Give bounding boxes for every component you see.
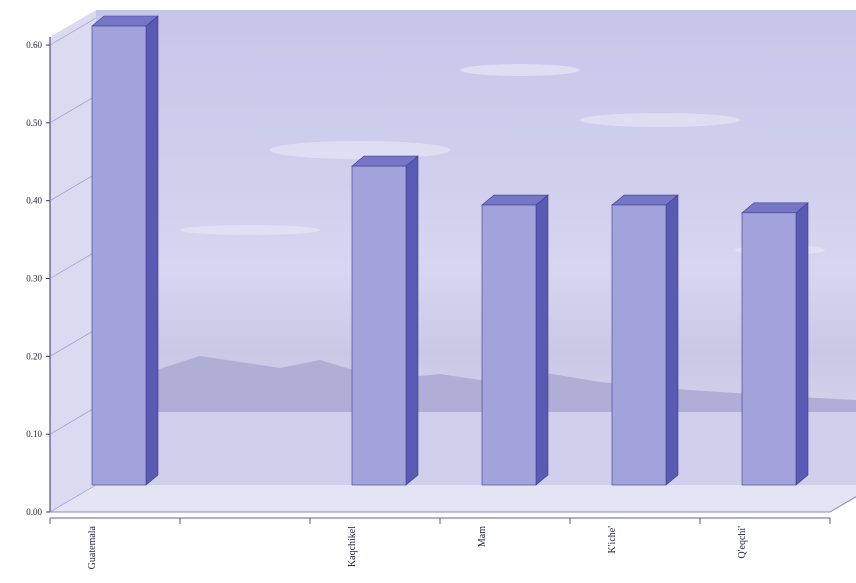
- x-category-label: Guatemala: [87, 525, 98, 569]
- y-depth-line: [49, 329, 97, 357]
- bar-side: [665, 194, 679, 486]
- y-tick-label: 0.00: [26, 507, 42, 517]
- bar: [611, 194, 679, 486]
- floor: [50, 485, 856, 512]
- bar-side: [145, 15, 159, 486]
- side-wall: [50, 10, 96, 512]
- bar-side: [795, 202, 809, 486]
- y-depth-line: [49, 251, 97, 279]
- y-tick-label: 0.30: [26, 274, 42, 284]
- x-axis: Guatemala Kaqchikel Mam K'iche' Q'eqchi': [49, 517, 831, 569]
- bar-top: [351, 155, 419, 167]
- chart-background: [50, 10, 856, 513]
- cloud: [580, 113, 740, 127]
- y-depth-line: [49, 406, 97, 435]
- y-depth-line: [49, 95, 97, 124]
- bar: [741, 202, 809, 486]
- y-tick-label: 0.40: [26, 196, 42, 206]
- bars: [91, 15, 809, 486]
- y-tick-label: 0.10: [26, 429, 42, 439]
- bar-top: [481, 194, 549, 206]
- y-tick-label: 0.20: [26, 351, 42, 361]
- cloud: [460, 64, 580, 76]
- y-depth-line: [49, 17, 97, 46]
- bar-top: [611, 194, 679, 206]
- water: [96, 412, 856, 485]
- y-depth-line: [49, 484, 97, 513]
- x-category-label: Mam: [477, 526, 488, 547]
- bar-side: [405, 155, 419, 486]
- bar-side: [535, 194, 549, 486]
- bar: [91, 15, 159, 486]
- bar-front: [611, 204, 667, 486]
- bar-front: [741, 212, 797, 486]
- x-category-label: Kaqchikel: [347, 526, 358, 567]
- bar: [351, 155, 419, 486]
- x-category-label: Q'eqchi': [737, 526, 748, 559]
- y-tick-label: 0.50: [26, 118, 42, 128]
- y-axis: 0.00 0.10 0.20 0.30 0.40 0.50 0.60: [26, 17, 97, 517]
- y-depth-line: [49, 173, 97, 201]
- bar-front: [481, 204, 537, 486]
- cloud: [270, 141, 450, 159]
- bar-front: [351, 165, 407, 486]
- cloud: [180, 225, 320, 235]
- bar: [481, 194, 549, 486]
- y-tick-label: 0.60: [26, 40, 42, 50]
- bar-front: [91, 25, 147, 486]
- floor-right-edge: [829, 496, 856, 513]
- bar-top: [741, 202, 809, 214]
- bar-top: [91, 15, 159, 27]
- x-category-label: K'iche': [607, 526, 618, 554]
